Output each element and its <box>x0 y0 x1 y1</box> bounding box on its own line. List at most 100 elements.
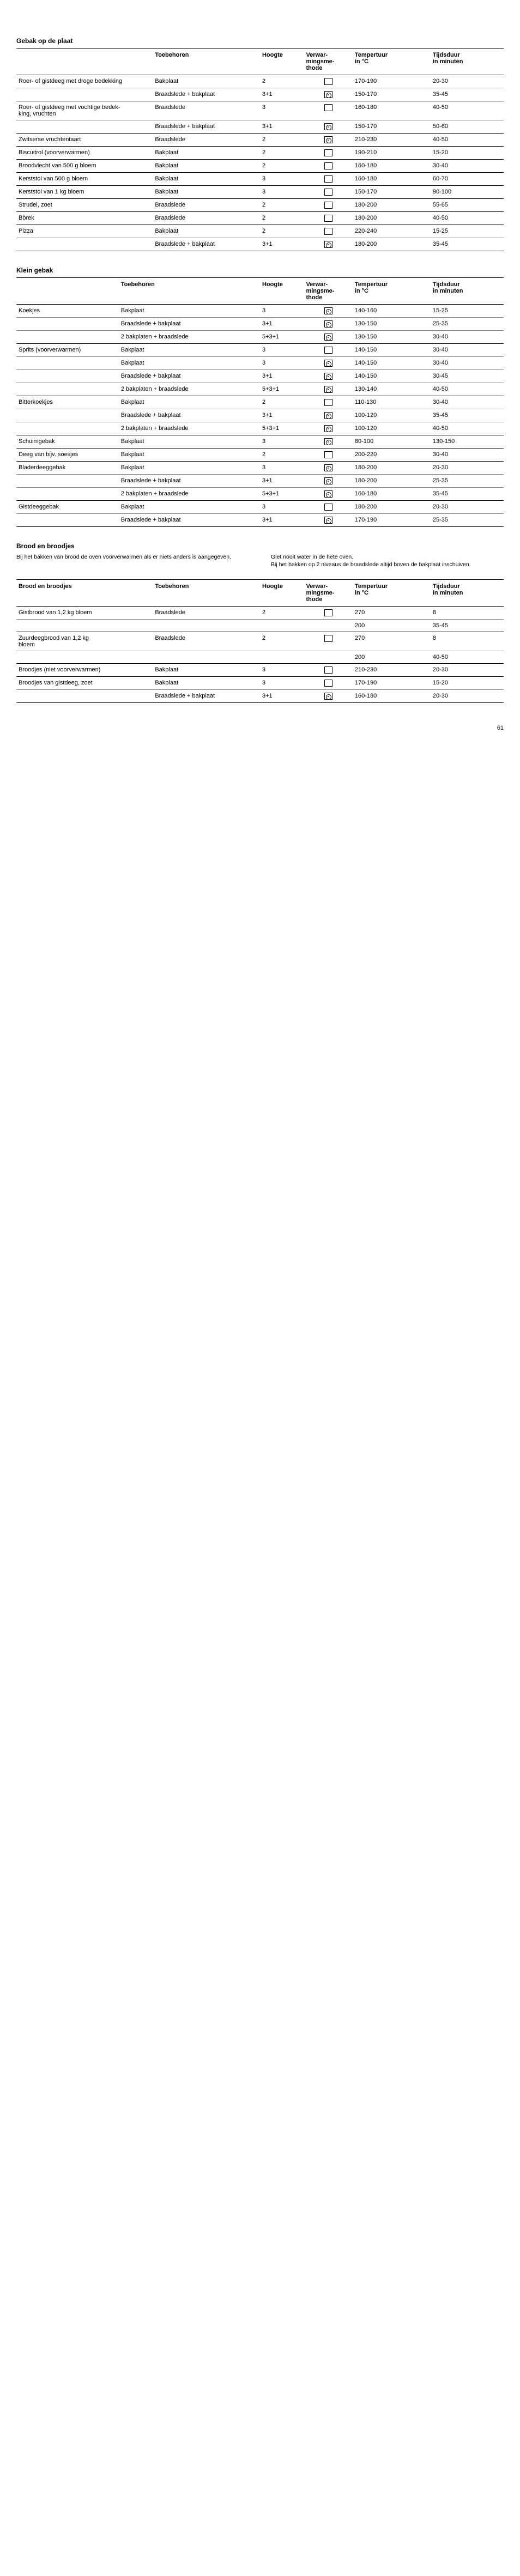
cell-acc: Braadslede <box>153 134 260 147</box>
cell-acc: Bakplaat <box>153 677 260 690</box>
cell-time: 35-45 <box>431 88 504 101</box>
cell-time: 15-20 <box>431 147 504 160</box>
table-row: Zuurdeegbrood van 1,2 kg bloemBraadslede… <box>16 632 504 651</box>
cell-desc: Pizza <box>16 225 153 238</box>
cell-acc: Bakplaat <box>153 664 260 677</box>
cell-acc: Bakplaat <box>119 344 260 357</box>
cell-desc: Bladerdeeggebak <box>16 462 119 475</box>
cell-height: 2 <box>260 448 304 462</box>
page-number: 61 <box>16 725 504 731</box>
heat-fan-icon <box>324 386 332 393</box>
cell-desc: Zwitserse vruchtentaart <box>16 134 153 147</box>
cell-desc: Gistbrood van 1,2 kg bloem <box>16 607 153 620</box>
cell-desc <box>16 357 119 370</box>
cell-method <box>304 370 352 383</box>
table-row: Braadslede + bakplaat3+1150-17035-45 <box>16 88 504 101</box>
cell-acc: Bakplaat <box>153 186 260 199</box>
cell-acc: Braadslede + bakplaat <box>153 120 260 134</box>
heat-fan-icon <box>324 438 332 445</box>
table-row: Sprits (voorverwarmen)Bakplaat3140-15030… <box>16 344 504 357</box>
cell-method <box>304 344 352 357</box>
heat-fan-icon <box>324 477 332 484</box>
cell-temp: 180-200 <box>353 238 431 251</box>
cell-method <box>304 620 352 632</box>
cell-height: 2 <box>260 147 304 160</box>
cell-temp: 210-230 <box>353 664 431 677</box>
cell-method <box>304 75 352 88</box>
cell-height: 2 <box>260 160 304 173</box>
cell-method <box>304 422 352 435</box>
cell-method <box>304 501 352 514</box>
cell-desc <box>16 690 153 703</box>
cell-height: 3 <box>260 344 304 357</box>
cell-method <box>304 677 352 690</box>
cell-acc: Braadslede + bakplaat <box>119 409 260 422</box>
cell-method <box>304 514 352 527</box>
cell-method <box>304 331 352 344</box>
table-row: Bakplaat3140-15030-40 <box>16 357 504 370</box>
cell-height: 2 <box>260 134 304 147</box>
cell-time: 8 <box>431 607 504 620</box>
cell-temp: 140-160 <box>353 305 431 318</box>
cell-method <box>304 475 352 488</box>
th-method: Verwar- mingsme- thode <box>304 580 352 607</box>
heat-fan-icon <box>324 412 332 419</box>
heat-fan-icon <box>324 334 332 341</box>
cell-temp: 180-200 <box>353 501 431 514</box>
cell-temp: 140-150 <box>353 344 431 357</box>
cell-height: 5+3+1 <box>260 331 304 344</box>
table-row: Broodjes (niet voorverwarmen)Bakplaat321… <box>16 664 504 677</box>
cell-temp: 150-170 <box>353 88 431 101</box>
cell-desc <box>16 422 119 435</box>
cell-height: 3 <box>260 101 304 120</box>
cell-acc: Bakplaat <box>153 173 260 186</box>
cell-acc: Bakplaat <box>119 501 260 514</box>
cell-height <box>260 651 304 664</box>
table2: Toebehoren Hoogte Verwar- mingsme- thode… <box>16 277 504 527</box>
cell-acc: Bakplaat <box>119 396 260 409</box>
cell-height: 3+1 <box>260 409 304 422</box>
cell-method <box>304 435 352 448</box>
th-time: Tijdsduur in minuten <box>431 278 504 305</box>
table-row: BörekBraadslede2180-20040-50 <box>16 212 504 225</box>
heat-top-bottom-icon <box>324 666 332 674</box>
cell-temp: 210-230 <box>353 134 431 147</box>
table-row: Braadslede + bakplaat3+1150-17050-60 <box>16 120 504 134</box>
heat-top-bottom-icon <box>324 347 332 354</box>
cell-height: 2 <box>260 225 304 238</box>
cell-desc: Schuimgebak <box>16 435 119 448</box>
cell-height: 5+3+1 <box>260 422 304 435</box>
cell-height: 3 <box>260 186 304 199</box>
cell-acc: Bakplaat <box>153 147 260 160</box>
table2-title: Klein gebak <box>16 266 504 274</box>
heat-fan-icon <box>324 320 332 328</box>
cell-time: 30-40 <box>431 344 504 357</box>
cell-temp: 220-240 <box>353 225 431 238</box>
table1-title: Gebak op de plaat <box>16 37 504 45</box>
cell-time: 25-35 <box>431 318 504 331</box>
cell-method <box>304 225 352 238</box>
cell-method <box>304 357 352 370</box>
heat-fan-icon <box>324 464 332 471</box>
cell-method <box>304 651 352 664</box>
table-row: GistdeeggebakBakplaat3180-20020-30 <box>16 501 504 514</box>
table-row: 20035-45 <box>16 620 504 632</box>
cell-desc: Broodjes van gistdeeg, zoet <box>16 677 153 690</box>
cell-temp: 100-120 <box>353 422 431 435</box>
cell-temp: 170-190 <box>353 677 431 690</box>
th-temp: Tempertuur in °C <box>353 278 431 305</box>
cell-time: 40-50 <box>431 101 504 120</box>
cell-temp: 170-190 <box>353 514 431 527</box>
table-row: Gistbrood van 1,2 kg bloemBraadslede2270… <box>16 607 504 620</box>
cell-time: 30-40 <box>431 448 504 462</box>
cell-temp: 160-180 <box>353 101 431 120</box>
table-row: Broodvlecht van 500 g bloemBakplaat2160-… <box>16 160 504 173</box>
table-row: PizzaBakplaat2220-24015-25 <box>16 225 504 238</box>
table-row: BitterkoekjesBakplaat2110-13030-40 <box>16 396 504 409</box>
cell-height: 3+1 <box>260 88 304 101</box>
cell-time: 20-30 <box>431 664 504 677</box>
cell-method <box>304 173 352 186</box>
table-row: Strudel, zoetBraadslede2180-20055-65 <box>16 199 504 212</box>
heat-top-bottom-icon <box>324 504 332 511</box>
cell-height: 2 <box>260 396 304 409</box>
